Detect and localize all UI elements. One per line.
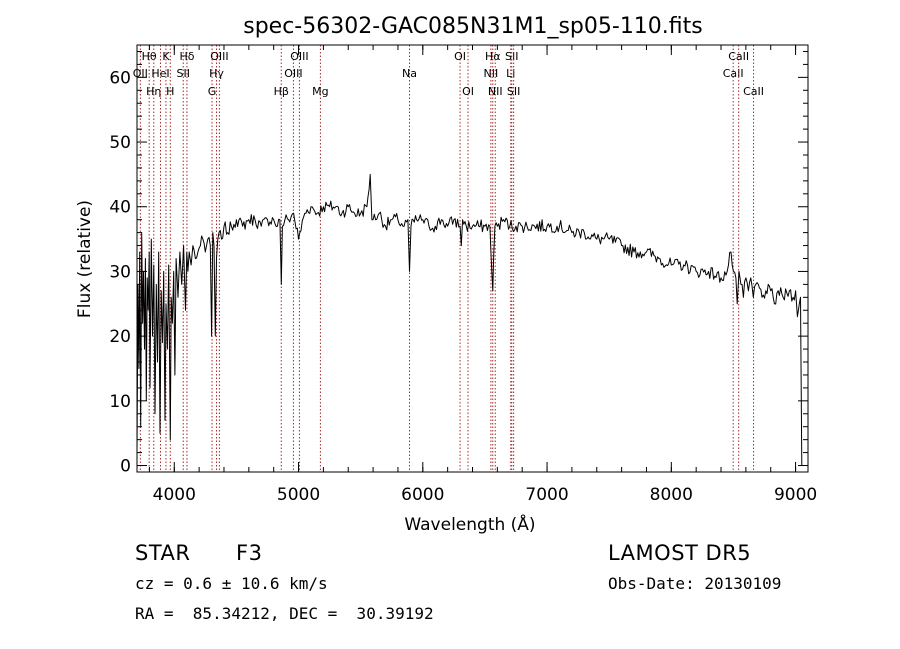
spectral-line-label: Hη: [146, 85, 161, 98]
spectral-line-label: CaII: [723, 67, 744, 80]
spectral-line-label: NII: [488, 85, 503, 98]
spectral-line-label: Li: [506, 67, 515, 80]
plot-frame: [136, 44, 809, 473]
obs-date-readout: Obs-Date: 20130109: [608, 574, 782, 593]
y-tick-label: 0: [120, 457, 131, 477]
spectral-line-label: OII: [133, 67, 148, 80]
x-tick-label: 5000: [277, 485, 320, 505]
spectral-line-label: SII: [507, 85, 520, 98]
spectral-line-label: K: [162, 50, 170, 63]
spectral-line-label: OIII: [290, 50, 308, 63]
spectral-line-label: OIII: [284, 67, 302, 80]
x-axis-label: Wavelength (Å): [404, 513, 535, 535]
x-tick-label: 4000: [153, 485, 196, 505]
spectral-line-label: CaII: [728, 50, 749, 63]
spectral-line-label: Hδ: [179, 50, 194, 63]
redshift-readout: cz = 0.6 ± 10.6 km/s: [135, 574, 328, 593]
spectral-line-label: OI: [462, 85, 474, 98]
spectral-line-label: Mg: [312, 85, 328, 98]
spectral-line-label: NII: [484, 67, 499, 80]
y-tick-label: 50: [109, 133, 131, 153]
object-class-label: STAR: [135, 541, 191, 565]
spectrum-line: [136, 173, 803, 466]
chart-title: spec-56302-GAC085N31M1_sp05-110.fits: [243, 14, 703, 39]
object-subclass: F3: [236, 541, 263, 565]
x-tick-label: 6000: [401, 485, 444, 505]
y-tick-label: 60: [109, 68, 131, 88]
spectral-line-label: Na: [402, 67, 417, 80]
spectral-line-label: Hα: [485, 50, 501, 63]
spectral-line-label: SII: [505, 50, 518, 63]
spectral-line-label: CaII: [743, 85, 764, 98]
spectral-line-label: OI: [454, 50, 466, 63]
spectral-line-label: Hβ: [274, 85, 289, 98]
survey-label: LAMOST DR5: [608, 541, 752, 565]
plot-axes: 4000 5000 6000 7000 8000 9000 0 10 20 30 40 50 60: [109, 44, 817, 505]
x-tick-label: 7000: [525, 485, 568, 505]
coordinates-readout: RA = 85.34212, DEC = 30.39192: [135, 604, 434, 623]
y-tick-label: 20: [109, 327, 131, 347]
spectral-line-label: H: [166, 85, 174, 98]
y-tick-label: 10: [109, 392, 131, 412]
y-tick-label: 30: [109, 262, 131, 282]
line-markers: OIIHθHηHeIKHSIIHδGHγOIIIHβOIIIOIIIMgNaOI…: [133, 45, 764, 472]
spectral-line-label: HeI: [151, 67, 169, 80]
y-axis-label: Flux (relative): [75, 200, 95, 318]
spectral-line-label: Hγ: [209, 67, 224, 80]
x-tick-label: 9000: [774, 485, 817, 505]
spectral-line-label: OIII: [210, 50, 228, 63]
spectral-line-label: SII: [176, 67, 189, 80]
spectral-line-label: Hθ: [142, 50, 157, 63]
x-tick-label: 8000: [650, 485, 693, 505]
spectral-line-label: G: [208, 85, 217, 98]
y-tick-label: 40: [109, 198, 131, 218]
